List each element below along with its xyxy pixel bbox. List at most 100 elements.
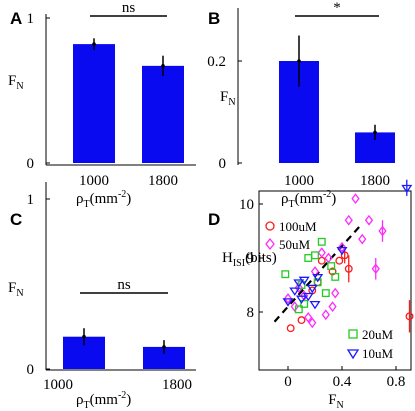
x-axis-label: FN: [328, 392, 344, 411]
data-point: [298, 276, 310, 286]
legend-entry: 50uM: [265, 237, 311, 252]
data-point: [327, 262, 336, 271]
y-axis-label-sub: N: [16, 288, 23, 299]
legend-label: 10uM: [362, 346, 394, 361]
bar: [73, 44, 115, 163]
data-point: [364, 214, 374, 226]
data-point: [336, 246, 348, 256]
x-axis-label-sub: N: [337, 400, 344, 411]
data-point: [281, 270, 290, 279]
data-point: [340, 251, 349, 260]
x-tick-label: 1800: [148, 173, 178, 189]
data-point: [293, 279, 305, 288]
data-point: [317, 247, 326, 258]
legend-entry: 10uM: [346, 346, 394, 361]
bar-mean-marker: [162, 345, 166, 349]
legend-marker: [348, 329, 358, 339]
y-axis-label: FN: [220, 89, 236, 108]
series-10uM: [282, 179, 413, 310]
bar-mean-marker: [92, 42, 96, 46]
data-point: [358, 233, 367, 245]
data-point: [331, 287, 340, 299]
data-point: [310, 266, 320, 277]
data-point: [378, 225, 387, 237]
legend-label: 50uM: [279, 237, 311, 252]
significance-label: ns: [117, 277, 131, 293]
data-point: [344, 264, 353, 273]
x-axis-label: ρT(mm-2): [76, 390, 131, 411]
x-tick-label: 1000: [79, 173, 109, 189]
y-tick-label: 0: [219, 156, 227, 172]
significance-label: *: [333, 0, 341, 16]
data-point: [302, 292, 314, 302]
x-tick-label: 0: [284, 374, 292, 390]
x-axis-label-close: ): [126, 392, 131, 408]
legend-label: 20uM: [362, 327, 394, 342]
x-tick-label: 1000: [284, 173, 314, 189]
x-tick-label: 0.8: [387, 374, 406, 390]
data-point: [317, 237, 326, 246]
y-axis-label: FN: [8, 280, 24, 299]
data-point: [351, 193, 360, 204]
y-tick-label: 0.2: [207, 54, 226, 70]
plot-frame: [258, 190, 412, 371]
data-point: [304, 254, 313, 262]
y-axis-label-sub: ISI: [233, 258, 245, 269]
panel-label: D: [208, 210, 220, 229]
data-point: [313, 278, 322, 287]
data-point: [311, 251, 319, 260]
data-point: [331, 272, 340, 281]
bar: [142, 65, 184, 163]
series-50uM: [283, 193, 387, 329]
x-axis-label-unit: (mm: [90, 392, 119, 408]
data-point: [286, 324, 295, 333]
data-point: [317, 256, 326, 265]
data-point: [335, 256, 344, 265]
x-axis-label-sub: T: [84, 199, 90, 210]
x-axis-label-sub: T: [84, 400, 90, 411]
panel-D: D0 0.4 0.88910FNHISI(bits)100uM50uM20uM10u…: [208, 179, 414, 411]
x-axis-label: ρT(mm-2): [281, 189, 336, 210]
data-point: [312, 273, 324, 283]
bar-mean-marker: [297, 59, 301, 63]
x-axis-label: ρT(mm-2): [76, 189, 131, 210]
x-axis-label-sup: -2: [118, 189, 126, 200]
y-tick-label: 1: [27, 192, 35, 208]
data-point: [328, 301, 337, 312]
y-axis-label-rest: (bits): [245, 250, 277, 266]
data-point: [289, 287, 301, 296]
bar-mean-marker: [82, 334, 86, 339]
data-point: [294, 305, 303, 314]
legend-label: 100uM: [279, 219, 317, 234]
panel-C: C1 0 1000 1800 ns FN ρT(mm-2): [8, 182, 196, 411]
data-point: [300, 299, 309, 308]
y-tick-label: 1: [27, 11, 35, 27]
legend-marker: [265, 237, 275, 251]
x-tick-label: 1800: [162, 377, 192, 393]
y-tick-label: 0: [27, 362, 35, 378]
data-point: [401, 184, 413, 194]
data-point: [296, 295, 307, 304]
data-point: [344, 214, 353, 226]
x-tick-label: 1800: [360, 173, 390, 189]
x-tick-label: 1000: [43, 377, 73, 393]
data-point: [290, 301, 299, 312]
data-point: [309, 300, 321, 310]
data-point: [337, 241, 347, 253]
panel-label: B: [208, 9, 220, 28]
data-point: [283, 293, 293, 304]
x-axis-label-unit: (mm: [295, 191, 324, 207]
data-point: [321, 309, 330, 321]
series-20uM: [281, 237, 340, 314]
y-tick-label: 9: [247, 251, 255, 267]
bar-mean-marker: [373, 130, 377, 135]
data-point: [308, 317, 317, 329]
x-axis-label-unit: (mm: [90, 191, 119, 207]
data-point: [306, 284, 318, 294]
y-axis-label-sub: N: [228, 97, 235, 108]
bar: [143, 346, 185, 369]
x-axis-label-sub: T: [289, 199, 295, 210]
y-axis-label-sub: N: [16, 81, 23, 92]
